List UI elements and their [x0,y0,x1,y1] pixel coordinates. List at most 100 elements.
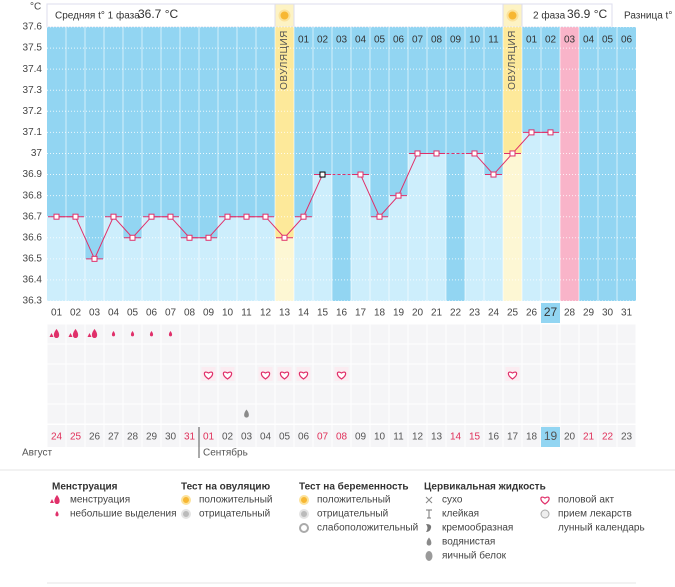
row-cell [598,404,617,424]
row-cell [180,344,199,364]
row-cell [598,384,617,404]
cycle-date: 03 [564,35,576,46]
row-cell [294,404,313,424]
legend-label: водянистая [442,537,495,548]
date-cell [180,425,199,447]
date-cell [522,425,541,447]
row-cell [351,404,370,424]
bar [180,237,199,301]
day-label: 17 [355,308,367,319]
row-cell [465,324,484,344]
phase2-value: 36.9 °C [567,7,607,21]
row-cell [123,364,142,384]
date-label: 11 [393,432,404,443]
row-cell [123,404,142,424]
temperature-point [91,255,98,262]
row-cell [446,364,465,384]
row-cell [199,344,218,364]
bar [427,153,446,301]
legend-title: Тест на беременность [299,481,409,493]
row-cell [522,344,541,364]
row-cell [351,324,370,344]
legend-label: слабоположительный [317,522,418,534]
bar [351,174,370,301]
temperature-point [319,171,326,178]
temperature-point [490,171,497,178]
row-cell [598,324,617,344]
date-cell [66,425,85,447]
cycle-date: 06 [621,35,633,46]
ovulation-label: ОВУЛЯЦИЯ [507,30,518,90]
row-cell [123,384,142,404]
day-label: 06 [146,308,158,319]
row-cell [427,324,446,344]
row-cell [275,404,294,424]
date-label: 18 [526,432,538,443]
row-cell [123,344,142,364]
row-cell [142,404,161,424]
bar [389,195,408,301]
temperature-point [224,213,231,220]
row-cell [427,384,446,404]
row-cell [256,404,275,424]
heart-icon [298,371,309,380]
day-label: 03 [89,308,101,319]
row-cell [408,404,427,424]
row-cell [427,404,446,424]
drop-icon [50,499,54,503]
row-cell [541,324,560,344]
drop-icon [49,333,54,337]
drop-icon [54,495,60,504]
row-cell [85,384,104,404]
row-cell [180,384,199,404]
y-tick-label: 36.5 [23,253,43,264]
date-label: 28 [127,432,139,443]
legend-label: отрицательный [317,509,388,520]
drop-icon [130,331,135,337]
row-cell [541,404,560,424]
row-cell [332,404,351,424]
bar [503,153,522,301]
row-cell [370,324,389,344]
phase1-value: 36.7 °C [138,7,178,21]
row-cell [47,364,66,384]
date-label: 02 [222,432,234,443]
row-cell [389,384,408,404]
row-cell [484,364,503,384]
legend-label: половой акт [558,495,614,506]
row-cell [218,384,237,404]
day-label: 20 [412,308,424,319]
bar [313,174,332,301]
row-cell [47,384,66,404]
row-cell [465,384,484,404]
bar [465,153,484,301]
row-cell [579,384,598,404]
date-cell [199,425,218,447]
row-cell [218,324,237,344]
row-cell [484,404,503,424]
row-cell [617,344,636,364]
today-highlight [541,303,560,323]
row-cell [313,364,332,384]
row-cell [408,384,427,404]
day-label: 24 [488,308,500,319]
y-tick-label: 36.4 [23,275,43,286]
date-cell [85,425,104,447]
row-cell [142,384,161,404]
date-cell [598,425,617,447]
date-label: 24 [51,432,63,443]
row-cell [104,404,123,424]
y-tick-label: 36.9 [23,169,43,180]
egg-icon [425,551,433,561]
day-label: 28 [564,308,576,319]
drop-icon [72,329,79,338]
date-label: 23 [621,432,633,443]
row-cell [275,324,294,344]
moon-icon [541,523,546,533]
bar [275,237,294,301]
row-cell [560,384,579,404]
cycle-date: 09 [450,35,462,46]
day-label: 21 [431,308,443,319]
date-cell [370,425,389,447]
